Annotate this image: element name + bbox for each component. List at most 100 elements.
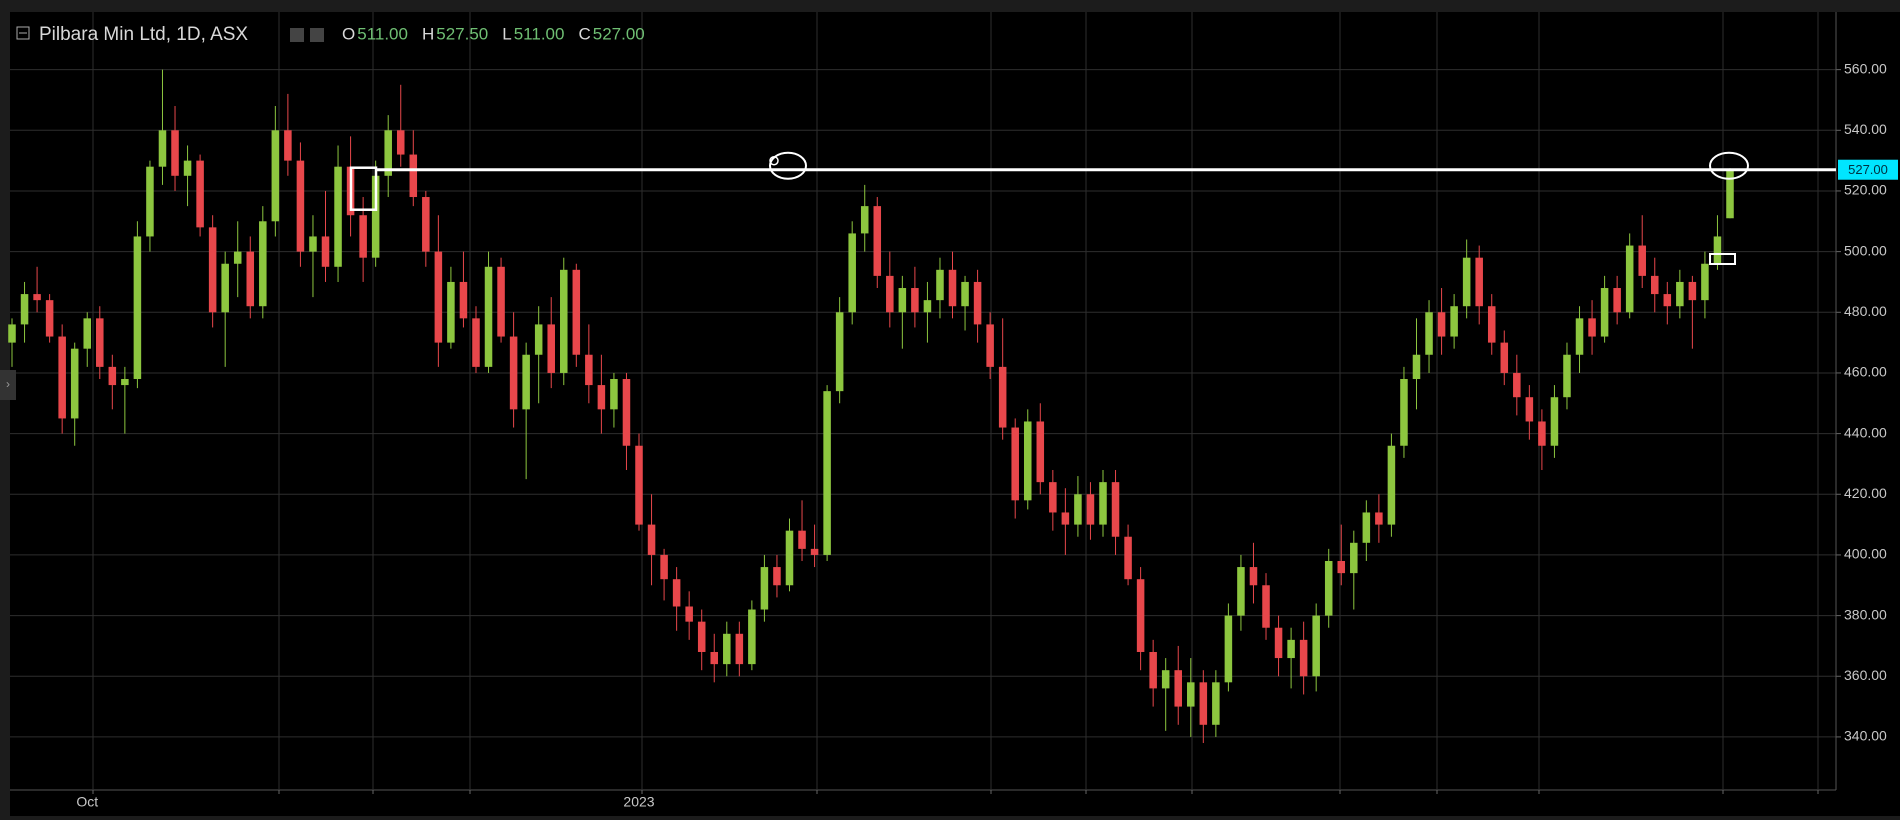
collapse-icon[interactable] — [16, 26, 30, 40]
candle-body — [1500, 342, 1509, 373]
x-tick-label: 2023 — [623, 794, 654, 810]
candle-body — [1462, 257, 1471, 307]
candle-body — [1074, 494, 1082, 525]
candle-body — [1049, 482, 1057, 513]
candle-body — [760, 567, 769, 610]
y-tick-label: 400.00 — [1844, 546, 1887, 562]
ohlc-legend: O 511.00 H 527.50 L 511.00 C 527.00 — [342, 24, 645, 43]
legend-key: O — [342, 24, 355, 43]
candle-body — [697, 621, 706, 652]
candle-body — [1726, 169, 1734, 219]
small-circle — [769, 155, 779, 166]
candle-body — [660, 554, 668, 580]
candle-body — [911, 288, 919, 313]
side-toggle[interactable] — [0, 370, 16, 400]
settings-icon[interactable] — [310, 28, 324, 42]
candle-body — [597, 385, 606, 410]
drawings: 527.00 — [349, 151, 1898, 265]
y-tick-label: 380.00 — [1844, 606, 1887, 622]
candle-body — [1187, 682, 1195, 707]
candle-body — [798, 530, 806, 549]
candle-body — [472, 318, 480, 367]
candle-body — [936, 269, 944, 301]
candle-body — [509, 336, 518, 410]
settings-icon[interactable] — [290, 28, 304, 42]
candle-body — [183, 160, 192, 176]
candle-body — [1199, 682, 1208, 725]
candle-body — [1600, 288, 1609, 337]
candle-body — [321, 236, 330, 267]
candle-body — [121, 379, 129, 386]
candle-body — [1588, 318, 1596, 337]
candle-body — [1224, 615, 1233, 683]
candle-body — [422, 197, 430, 252]
candle-body — [534, 324, 543, 355]
legend-value: 511.00 — [357, 24, 408, 43]
y-tick-label: 520.00 — [1844, 182, 1887, 198]
candle-body — [83, 318, 92, 349]
candle-body — [284, 130, 292, 161]
candle-body — [948, 269, 957, 307]
candle-body — [1161, 670, 1170, 689]
candle-body — [484, 266, 493, 367]
candle-body — [1701, 263, 1709, 301]
candle-body — [1212, 682, 1220, 725]
candle-body — [133, 236, 142, 380]
candle-body — [1513, 372, 1521, 398]
candle-body — [359, 215, 367, 258]
candle-body — [1538, 421, 1546, 446]
y-tick-label: 460.00 — [1844, 364, 1887, 380]
candle-body — [873, 206, 882, 276]
candle-body — [710, 651, 719, 665]
candle-body — [886, 275, 894, 313]
legend-value: 527.00 — [593, 24, 645, 43]
candle-body — [547, 324, 555, 373]
candle-body — [1563, 354, 1571, 398]
candle-body — [447, 281, 455, 343]
candle-body — [860, 206, 869, 234]
candle-body — [1713, 236, 1722, 264]
candle-body — [1086, 494, 1095, 525]
candle-body — [371, 175, 380, 258]
candle-body — [1023, 421, 1032, 501]
candle-body — [1487, 306, 1496, 343]
candle-body — [1412, 354, 1421, 380]
candle-body — [773, 567, 781, 586]
candle-body — [1262, 585, 1270, 628]
y-tick-label: 540.00 — [1844, 121, 1887, 137]
candle-body — [585, 354, 593, 386]
candle-body — [1575, 318, 1584, 355]
grid: 340.00 360.00 380.00 400.00 420.00 440.00 460.… — [10, 12, 1887, 810]
candle-body — [1525, 397, 1534, 422]
candle-body — [259, 221, 267, 307]
candle-body — [723, 633, 731, 665]
candle-body — [96, 318, 104, 367]
legend-key: C — [578, 24, 590, 43]
candle-body — [20, 294, 29, 325]
candle-body — [45, 300, 54, 337]
candle-body — [309, 236, 317, 252]
candle-body — [208, 227, 217, 313]
candle-body — [961, 281, 969, 307]
candle-body — [70, 348, 79, 419]
candle-body — [748, 609, 756, 665]
price-tag — [1838, 159, 1898, 180]
candle-body — [635, 445, 643, 525]
candle-body — [647, 524, 656, 555]
candle-body — [1324, 560, 1333, 616]
candle-body — [1387, 445, 1396, 525]
candle-body — [685, 606, 693, 622]
candle-body — [785, 530, 794, 586]
candle-body — [998, 366, 1007, 428]
candle-body — [1350, 542, 1358, 574]
candle-body — [1274, 627, 1283, 659]
y-tick-label: 360.00 — [1844, 667, 1887, 683]
legend-key: L — [502, 24, 511, 43]
x-tick-label: Oct — [76, 794, 98, 810]
candle-body — [810, 548, 819, 555]
candle-body — [1287, 639, 1295, 659]
candle-body — [522, 354, 530, 410]
candle-body — [1437, 312, 1446, 337]
candle-body — [33, 294, 41, 301]
